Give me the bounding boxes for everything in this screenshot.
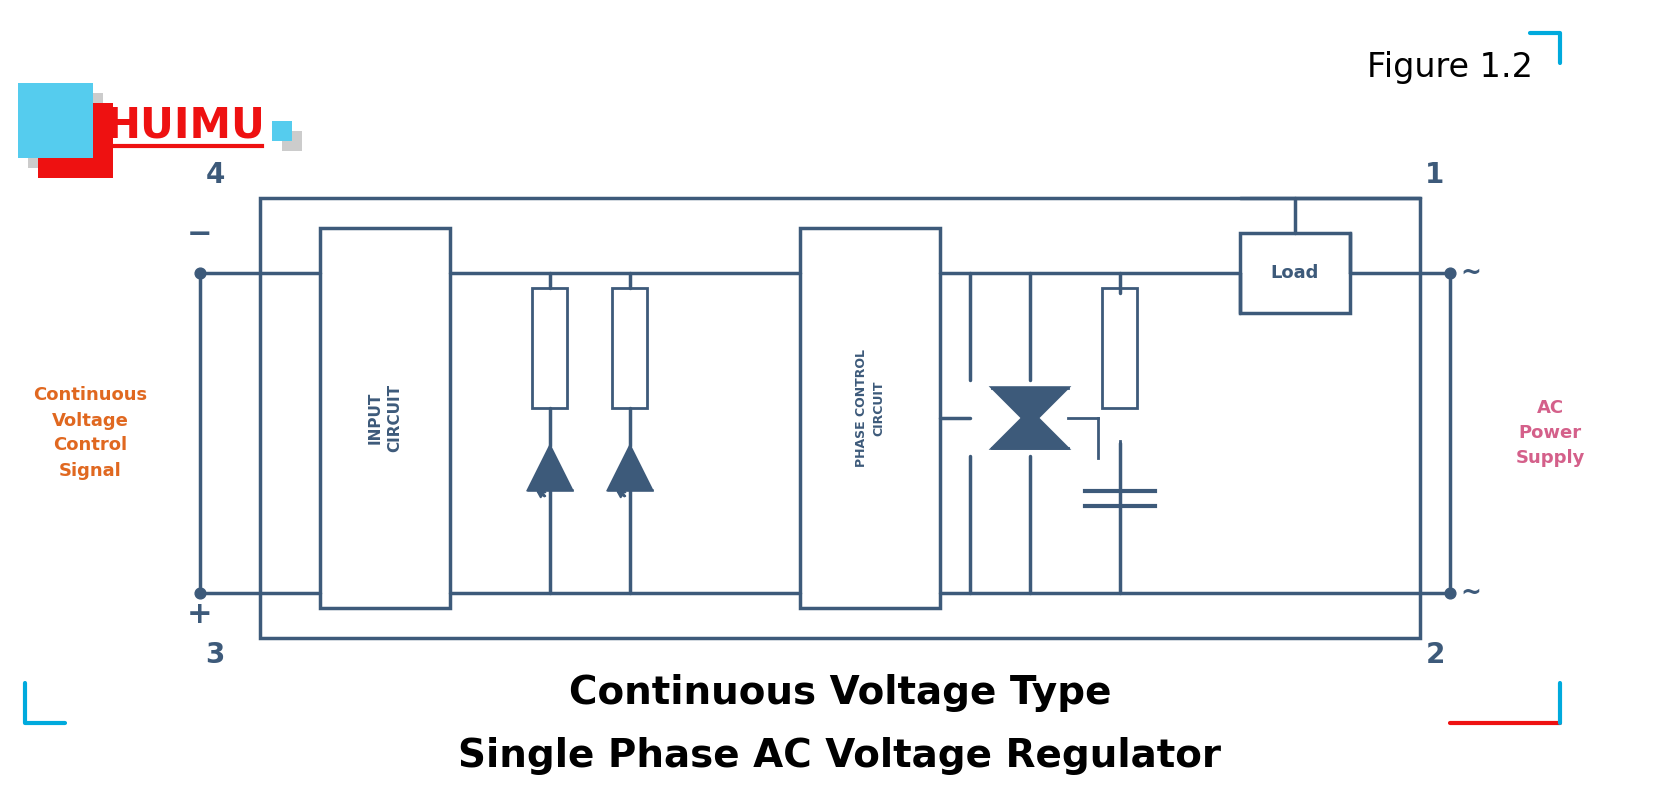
Polygon shape (529, 446, 572, 490)
Text: −: − (188, 220, 213, 249)
Polygon shape (992, 388, 1067, 425)
Bar (18, 83, 92, 158)
Polygon shape (992, 410, 1067, 448)
Polygon shape (532, 288, 567, 408)
Text: INPUT
CIRCUIT: INPUT CIRCUIT (367, 384, 403, 452)
Text: Figure 1.2: Figure 1.2 (1368, 52, 1534, 85)
Polygon shape (1102, 288, 1138, 408)
Text: +: + (188, 600, 213, 629)
Point (186, 587, 213, 599)
Polygon shape (800, 228, 940, 608)
Point (1436, 267, 1463, 279)
Text: Single Phase AC Voltage Regulator: Single Phase AC Voltage Regulator (458, 737, 1222, 775)
Text: Continuous
Voltage
Control
Signal: Continuous Voltage Control Signal (34, 386, 148, 480)
Bar (282, 131, 302, 151)
Text: 1: 1 (1425, 161, 1445, 189)
Text: Load: Load (1270, 264, 1319, 282)
Polygon shape (320, 228, 450, 608)
Polygon shape (607, 446, 653, 490)
Point (1436, 587, 1463, 599)
Text: Continuous Voltage Type: Continuous Voltage Type (569, 674, 1111, 712)
Bar (39, 103, 112, 178)
Polygon shape (612, 288, 648, 408)
Text: AC
Power
Supply: AC Power Supply (1515, 399, 1584, 467)
Polygon shape (1240, 233, 1351, 313)
Text: PHASE CONTROL
CIRCUIT: PHASE CONTROL CIRCUIT (856, 349, 884, 467)
Point (186, 267, 213, 279)
Text: ~: ~ (1460, 581, 1482, 605)
Text: 2: 2 (1425, 641, 1445, 669)
Bar (29, 93, 102, 168)
Text: 4: 4 (205, 161, 225, 189)
Bar (272, 121, 292, 141)
Text: ~: ~ (1460, 261, 1482, 285)
Text: 3: 3 (205, 641, 225, 669)
Text: HUIMU: HUIMU (106, 105, 265, 147)
